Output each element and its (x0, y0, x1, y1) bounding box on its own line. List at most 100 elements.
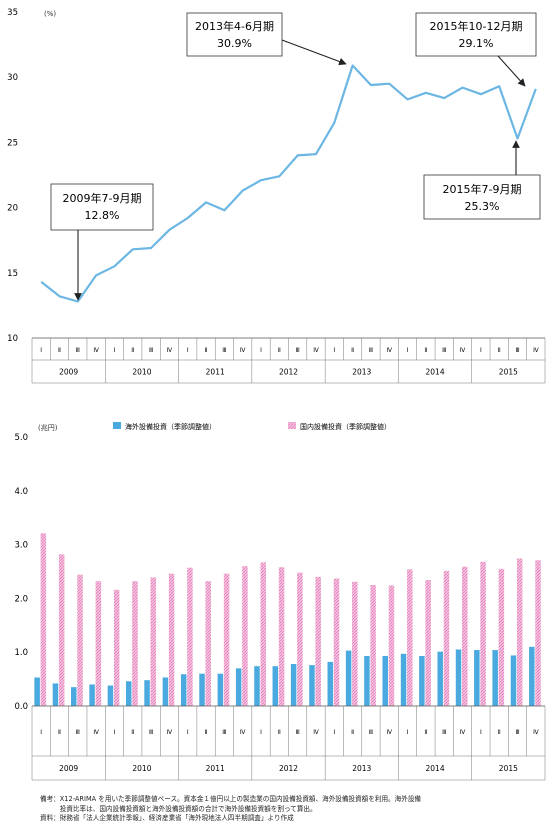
bar-quarter-label: Ⅰ (260, 729, 262, 736)
line-quarter-label: Ⅰ (114, 347, 116, 354)
bar-quarter-label: Ⅰ (480, 729, 482, 736)
bar-domestic (315, 576, 321, 706)
bar-overseas (71, 687, 77, 706)
bar-domestic (425, 580, 431, 706)
bar-overseas (144, 680, 150, 706)
line-y-tick-label: 15 (7, 269, 18, 279)
bar-domestic (443, 570, 450, 706)
line-year-label: 2009 (59, 368, 78, 377)
line-quarter-label: Ⅱ (424, 347, 427, 354)
bar-overseas (162, 677, 169, 706)
line-quarter-label: Ⅲ (442, 347, 446, 354)
bar-quarter-label: Ⅲ (296, 729, 300, 736)
bar-quarter-label: Ⅱ (424, 729, 427, 736)
line-y-tick-label: 30 (7, 73, 18, 83)
line-quarter-label: Ⅱ (351, 347, 354, 354)
callout-2013q2-period: 2013年4-6月期 (195, 19, 274, 33)
legend-label-overseas: 海外設備投資（季節調整値） (125, 422, 216, 431)
line-quarter-label: Ⅳ (313, 347, 319, 354)
line-year-label: 2012 (279, 368, 298, 377)
bar-legend: 海外設備投資（季節調整値） 国内設備投資（季節調整値） (113, 422, 391, 431)
callout-2009q3-value: 12.8% (85, 209, 120, 222)
line-quarter-label: Ⅲ (149, 347, 153, 354)
line-x-year-labels: 2009 2010 2011 2012 2013 2014 2015 (31, 360, 546, 384)
line-series-overseas-ratio (40, 64, 537, 303)
callout-2015q3: 2015年7-9月期 25.3% (423, 140, 541, 220)
bar-quarter-label: Ⅱ (278, 729, 281, 736)
bar-overseas (400, 653, 407, 706)
callout-2009q3: 2009年7-9月期 12.8% (50, 183, 154, 301)
bar-domestic (333, 578, 340, 706)
line-quarter-label: Ⅳ (460, 347, 466, 354)
bar-year-label: 2009 (59, 764, 78, 773)
bar-overseas (217, 673, 224, 706)
bar-y-tick-label: 2.0 (14, 594, 28, 604)
line-quarter-label: Ⅲ (76, 347, 80, 354)
bar-overseas (180, 674, 187, 706)
bar-overseas (235, 668, 242, 706)
bar-y-tick-label: 3.0 (14, 541, 28, 551)
bar-domestic (407, 569, 413, 706)
bar-quarter-label: Ⅰ (407, 729, 409, 736)
bar-overseas (529, 646, 535, 706)
callout-2013q2: 2013年4-6月期 30.9% (186, 12, 347, 66)
bar-quarter-label: Ⅳ (386, 729, 392, 736)
bar-domestic (40, 533, 47, 706)
bar-year-label: 2012 (279, 764, 298, 773)
bar-domestic (113, 589, 120, 706)
bar-y-tick-label: 4.0 (14, 487, 28, 497)
bar-quarter-label: Ⅲ (222, 729, 226, 736)
line-quarter-label: Ⅱ (58, 347, 61, 354)
bar-quarter-label: Ⅳ (533, 729, 539, 736)
bar-domestic (462, 566, 468, 706)
bar-x-quarter-labels: Ⅰ Ⅱ Ⅲ Ⅳ Ⅰ Ⅱ Ⅲ Ⅳ Ⅰ Ⅱ Ⅲ Ⅳ Ⅰ Ⅱ Ⅲ Ⅳ Ⅰ Ⅱ Ⅲ Ⅳ Ⅰ Ⅱ Ⅲ Ⅳ Ⅰ Ⅱ Ⅲ Ⅳ (31, 706, 546, 757)
bar-overseas (125, 681, 132, 706)
bar-overseas (272, 666, 279, 706)
line-quarter-label: Ⅳ (93, 347, 99, 354)
bar-overseas (437, 651, 443, 706)
line-quarter-label: Ⅰ (260, 347, 262, 354)
callout-2015q3-value: 25.3% (465, 200, 500, 213)
bar-domestic (516, 558, 523, 706)
bar-year-label: 2010 (132, 764, 151, 773)
bar-overseas (345, 650, 352, 706)
line-quarter-label: Ⅱ (205, 347, 208, 354)
callout-2009q3-period: 2009年7-9月期 (63, 191, 142, 205)
line-quarter-label: Ⅳ (533, 347, 539, 354)
bar-year-label: 2015 (499, 764, 518, 773)
bar-domestic (132, 581, 138, 706)
bar-domestic (388, 585, 395, 706)
line-quarter-label: Ⅳ (240, 347, 246, 354)
bar-domestic (150, 577, 157, 706)
footnote-remarks-cont: 投資比率は、国内設備投資額と海外設備投資額の合計で海外設備投資額を割って算出。 (40, 804, 317, 813)
bar-overseas (364, 655, 370, 706)
bar-quarter-label: Ⅲ (442, 729, 446, 736)
bar-quarter-label: Ⅰ (40, 729, 42, 736)
bar-quarter-label: Ⅱ (498, 729, 501, 736)
bar-quarter-label: Ⅰ (333, 729, 335, 736)
bar-domestic (535, 560, 541, 706)
bar-domestic (242, 566, 248, 706)
line-quarter-label: Ⅱ (131, 347, 134, 354)
bar-overseas (290, 664, 297, 706)
bar-domestic (77, 574, 83, 706)
callout-2013q2-arrow (281, 39, 347, 66)
line-quarter-label: Ⅰ (40, 347, 42, 354)
footnote-source: 資料：財務省「法人企業統計季報」、経済産業省「海外現地法人四半期調査」より作成 (40, 814, 294, 822)
bar-overseas (34, 677, 40, 706)
line-y-axis-unit: (%) (44, 10, 56, 18)
bar-domestic (58, 554, 65, 706)
bar-quarter-label: Ⅲ (515, 729, 519, 736)
bar-domestic (278, 567, 285, 706)
bar-overseas (510, 655, 517, 706)
bar-quarter-label: Ⅳ (167, 729, 173, 736)
bar-overseas (199, 673, 205, 706)
bar-domestic (187, 567, 193, 706)
line-year-label: 2015 (499, 368, 518, 377)
bar-y-tick-label: 1.0 (14, 648, 28, 658)
bar-overseas (107, 685, 114, 706)
line-quarter-label: Ⅱ (498, 347, 501, 354)
line-year-label: 2014 (426, 368, 445, 377)
bar-overseas (254, 666, 260, 706)
